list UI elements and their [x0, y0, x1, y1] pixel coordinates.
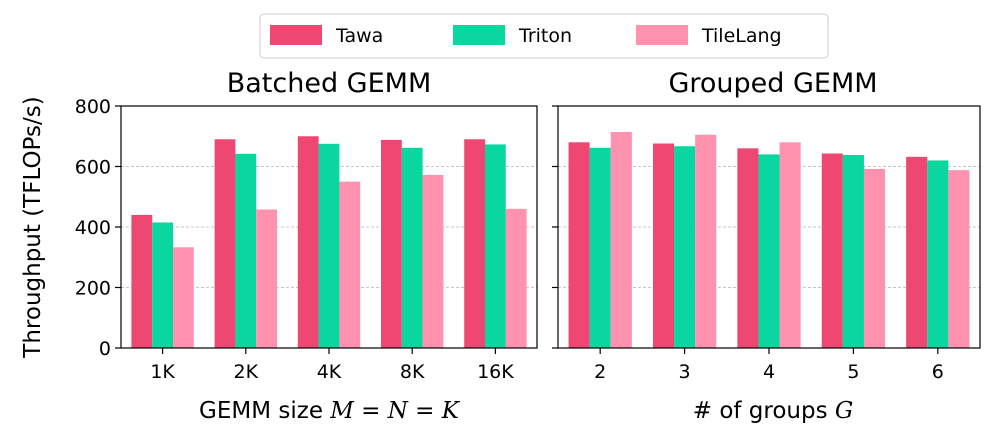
legend-swatch-tawa [270, 25, 322, 45]
bar-tilelang-16k [505, 208, 527, 348]
x-axis-ticks: 1K 2K 4K 8K 16K [150, 348, 514, 383]
bar-tawa-4k [297, 136, 319, 348]
bar-tawa-2k [214, 139, 236, 348]
y-tick-label-0: 0 [99, 338, 111, 360]
bar-triton-2k [235, 153, 257, 348]
bar-triton-16k [485, 144, 506, 348]
bar-triton-1k [152, 222, 173, 348]
panel-grouped-gemm: Grouped GEMM 2 3 4 5 6 # of groups G [552, 68, 981, 424]
legend-label-triton: Triton [518, 25, 572, 47]
x-tick-label-2k: 2K [234, 361, 259, 383]
bar-tawa-2 [568, 142, 590, 348]
y-tick-label-800: 800 [75, 96, 111, 118]
bar-tawa-6 [906, 156, 928, 348]
x-tick-label-1k: 1K [150, 361, 175, 383]
bars [568, 132, 970, 348]
legend-swatch-tilelang [636, 25, 688, 45]
bar-tilelang-6 [948, 170, 970, 348]
bar-tilelang-4k [339, 181, 361, 349]
bar-triton-4 [758, 154, 780, 348]
y-tick-label-200: 200 [75, 278, 111, 300]
x-tick-label-6: 6 [932, 361, 944, 383]
bar-triton-2 [589, 147, 611, 348]
y-axis-ticks [552, 105, 558, 349]
y-tick-label-600: 600 [75, 157, 111, 179]
legend-swatch-triton [453, 25, 505, 45]
bars [131, 136, 527, 349]
bar-triton-8k [401, 147, 423, 348]
bar-tilelang-1k [173, 247, 194, 348]
bar-tawa-8k [381, 139, 402, 348]
bar-tawa-16k [464, 139, 485, 348]
bar-triton-3 [674, 146, 696, 348]
bar-tawa-3 [652, 143, 675, 348]
legend: Tawa Triton TileLang [259, 13, 829, 59]
bar-triton-5 [842, 155, 864, 348]
bar-triton-6 [927, 160, 949, 348]
x-tick-label-5: 5 [847, 361, 859, 383]
bar-tilelang-3 [695, 134, 717, 348]
x-axis-ticks: 2 3 4 5 6 [594, 348, 944, 383]
bar-tawa-1k [131, 214, 153, 348]
y-tick-label-400: 400 [75, 217, 111, 239]
bar-tilelang-4 [779, 142, 801, 348]
panel-batched-gemm: Batched GEMM 0 200 400 600 800 1K 2K 4K 8K 16K G… [75, 68, 538, 424]
y-axis-label: Throughput (TFLOPs/s) [20, 96, 46, 358]
x-tick-label-8k: 8K [400, 361, 425, 383]
x-axis-label-batched-gemm: GEMM size M = N = K [199, 398, 461, 424]
x-tick-label-16k: 16K [477, 361, 514, 383]
bar-triton-4k [318, 143, 340, 348]
bar-tawa-5 [821, 153, 843, 348]
panel-title-batched-gemm: Batched GEMM [227, 68, 432, 99]
x-tick-label-4: 4 [763, 361, 775, 383]
bar-tilelang-8k [422, 174, 444, 348]
x-tick-label-2: 2 [594, 361, 606, 383]
x-tick-label-3: 3 [679, 361, 691, 383]
legend-label-tilelang: TileLang [701, 25, 782, 47]
legend-label-tawa: Tawa [335, 25, 383, 47]
x-tick-label-4k: 4K [317, 361, 342, 383]
bar-tilelang-5 [863, 168, 886, 348]
bar-tilelang-2k [256, 209, 277, 348]
panel-title-grouped-gemm: Grouped GEMM [668, 68, 877, 99]
y-axis-ticks: 0 200 400 600 800 [75, 96, 121, 360]
bar-tawa-4 [737, 148, 759, 348]
bar-tilelang-2 [610, 132, 632, 348]
x-axis-label-grouped-gemm: # of groups G [693, 398, 854, 424]
